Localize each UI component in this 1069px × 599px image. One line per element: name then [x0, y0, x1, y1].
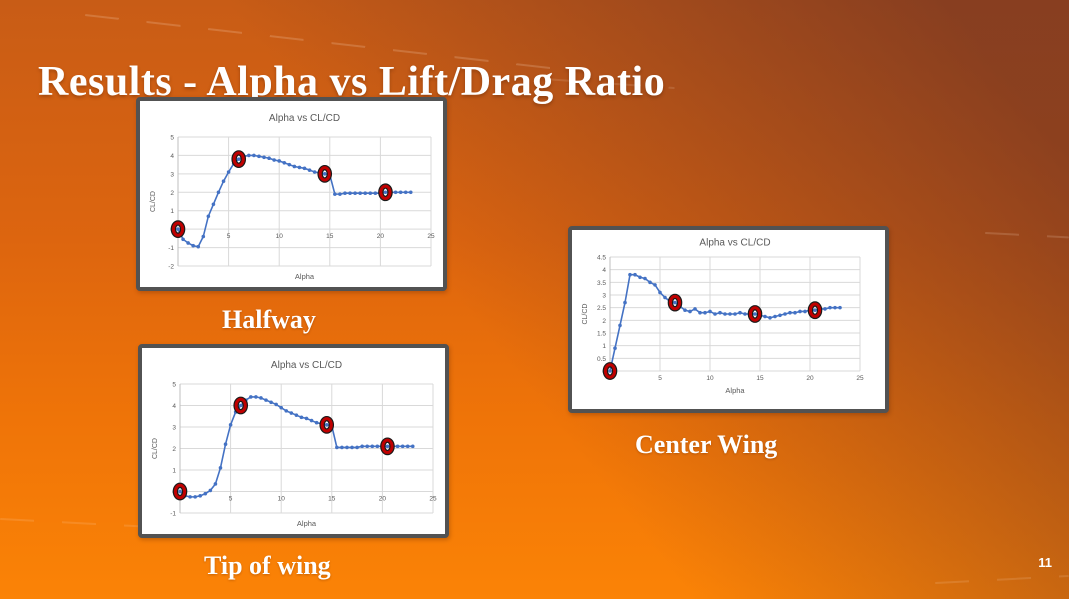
- chart-caption-tip-of-wing: Tip of wing: [204, 551, 331, 580]
- svg-text:20: 20: [379, 496, 387, 503]
- svg-text:3.5: 3.5: [597, 280, 606, 287]
- svg-text:5: 5: [229, 496, 233, 503]
- svg-text:-2: -2: [168, 264, 174, 271]
- svg-text:Alpha: Alpha: [725, 386, 745, 395]
- svg-text:-1: -1: [170, 511, 176, 518]
- svg-text:2: 2: [170, 190, 174, 197]
- svg-text:3: 3: [602, 293, 606, 300]
- svg-text:Alpha vs CL/CD: Alpha vs CL/CD: [271, 360, 342, 371]
- svg-text:10: 10: [276, 233, 284, 240]
- svg-text:25: 25: [429, 496, 437, 503]
- svg-text:5: 5: [172, 382, 176, 389]
- chart-caption-center-wing: Center Wing: [635, 430, 778, 459]
- svg-text:Alpha: Alpha: [297, 519, 317, 528]
- svg-text:15: 15: [326, 233, 334, 240]
- svg-text:15: 15: [756, 375, 764, 382]
- svg-text:2: 2: [602, 318, 606, 325]
- svg-text:1: 1: [172, 468, 176, 475]
- svg-text:2: 2: [172, 446, 176, 453]
- svg-text:4: 4: [172, 403, 176, 410]
- svg-text:Alpha vs CL/CD: Alpha vs CL/CD: [269, 113, 340, 124]
- page-number: 11: [1038, 555, 1052, 570]
- svg-text:4: 4: [170, 153, 174, 160]
- svg-text:25: 25: [856, 375, 864, 382]
- svg-text:4.5: 4.5: [597, 255, 606, 262]
- svg-text:20: 20: [806, 375, 814, 382]
- svg-text:20: 20: [377, 233, 385, 240]
- svg-text:4: 4: [602, 267, 606, 274]
- svg-text:5: 5: [658, 375, 662, 382]
- chart-panel-halfway: 5 4 3 2 1 0 -1 -2 0 5 10 15 20 25 Alpha vs CL/CD Alpha C…: [136, 97, 447, 291]
- svg-text:1.5: 1.5: [597, 331, 606, 338]
- svg-text:CL/CD: CL/CD: [150, 191, 157, 212]
- svg-text:CL/CD: CL/CD: [582, 303, 589, 324]
- svg-text:5: 5: [227, 233, 231, 240]
- chart-caption-halfway: Halfway: [222, 305, 316, 334]
- chart-panel-center-wing: 4.5 4 3.5 3 2.5 2 1.5 1 0.5 0 0 5 10 15 20 25 Alpha vs C…: [568, 226, 889, 413]
- svg-text:15: 15: [328, 496, 336, 503]
- svg-text:3: 3: [172, 425, 176, 432]
- svg-text:Alpha: Alpha: [295, 272, 315, 281]
- background-streak: [0, 518, 160, 529]
- svg-text:-1: -1: [168, 245, 174, 252]
- svg-text:CL/CD: CL/CD: [152, 438, 159, 459]
- svg-text:Alpha vs CL/CD: Alpha vs CL/CD: [699, 238, 770, 249]
- svg-text:1: 1: [602, 343, 606, 350]
- svg-text:2.5: 2.5: [597, 305, 606, 312]
- svg-text:10: 10: [278, 496, 286, 503]
- svg-text:0.5: 0.5: [597, 356, 606, 363]
- svg-text:5: 5: [170, 135, 174, 142]
- chart-panel-tip-of-wing: 5 4 3 2 1 0 -1 0 5 10 15 20 25 Alpha vs CL/CD Alpha CL/…: [138, 344, 449, 538]
- background-streak: [984, 232, 1069, 239]
- svg-text:1: 1: [170, 208, 174, 215]
- background-streak: [934, 574, 1069, 584]
- svg-text:10: 10: [706, 375, 714, 382]
- svg-text:25: 25: [427, 233, 435, 240]
- svg-text:3: 3: [170, 171, 174, 178]
